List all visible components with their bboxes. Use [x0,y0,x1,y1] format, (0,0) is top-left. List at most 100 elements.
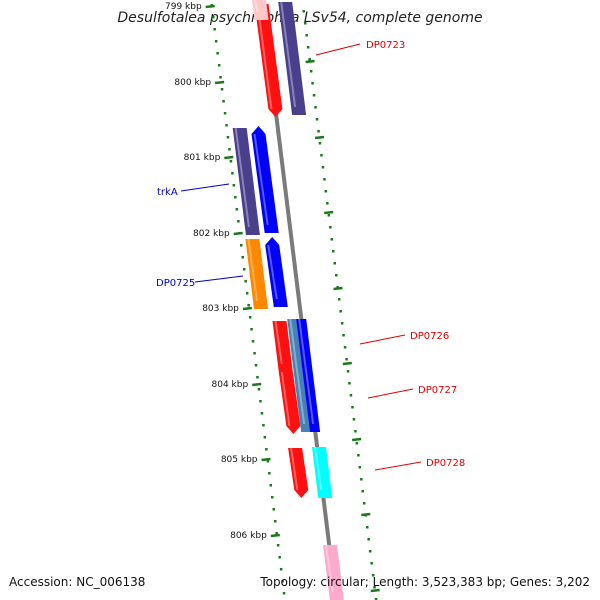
kbp-tick-label: 804 kbp [212,380,249,390]
ruler-dot-left [222,100,225,103]
ruler-dot-left [231,172,234,175]
gene-label-leader [194,275,244,283]
ruler-dot-left [212,16,215,19]
gene-labels: DP0723 trkA DP0725 DP0726 DP0727 DP0728 [156,40,465,471]
ruler-dot-right [361,490,364,493]
ruler-dot-right [355,442,359,445]
ruler-dot-right [337,298,341,301]
ruler-dot-right [373,586,376,589]
kbp-tick-left [261,457,271,462]
kbp-tick-right [333,286,343,291]
ruler-dot-left [216,52,219,55]
ruler-dot-right [335,274,338,277]
gene-label: DP0727 [418,385,457,396]
ruler-dot-right [309,70,313,73]
ruler-dot-right [312,94,316,97]
ruler-dot-left [234,196,237,199]
ruler-dot-right [370,562,373,565]
ruler-dot-left [250,328,253,331]
ruler-dot-left [278,556,281,559]
kbp-tick-label: 806 kbp [230,531,267,541]
ruler-dot-right [332,250,335,253]
ruler-dots [210,4,378,600]
kbp-tick-label: 800 kbp [174,78,211,88]
ruler-dot-right [326,202,329,205]
kbp-tick-right [342,361,352,366]
ruler-dot-right [305,34,308,37]
kbp-tick-right [361,512,371,517]
ruler-dot-right [368,550,372,553]
ruler-dot-left [241,256,244,259]
kbp-tick-label: 802 kbp [193,229,230,239]
ruler-dot-left [245,292,249,295]
ruler-dot-left [247,304,250,307]
page-title: Desulfotalea psychrophila LSv54, complet… [117,10,483,26]
ruler-dot-left [257,388,261,391]
kbp-tick-left [214,80,225,85]
ruler-dot-right [321,166,325,169]
ruler-dot-right [308,58,311,61]
kbp-tick-right [305,59,315,64]
ruler-dot-left [274,520,277,523]
ruler-dot-right [349,394,353,397]
ruler-dot-right [342,334,345,337]
ruler-dot-left [272,508,275,511]
kbp-tick-left [224,155,234,160]
ruler-dot-right [366,526,369,529]
kbp-tick-left [233,231,243,236]
ruler-dot-left [214,40,218,43]
ruler-dot-right [346,370,350,373]
ruler-dot-left [248,316,252,319]
ruler-dot-left [262,424,265,427]
ruler-dot-left [229,160,233,163]
ruler-dot-right [371,574,375,577]
ruler-dot-left [251,340,255,343]
gene-feature-top-navy [278,2,307,115]
gene-label-leader [315,43,361,56]
ruler-dot-right [315,118,319,121]
ruler-dot-left [256,376,259,379]
ruler-ticks: 799 kbp 800 kbp 801 kbp 802 kbp 803 kbp 804 k… [165,2,380,593]
ruler-dot-right [367,538,370,541]
ruler-dot-right [336,286,339,289]
ruler-dot-right [333,262,336,265]
ruler-dot-right [304,22,307,25]
gene-dp0727 [278,372,301,434]
ruler-dot-left [225,124,228,127]
ruler-dot-left [266,460,270,463]
ruler-dot-left [263,436,267,439]
kbp-tick-right [351,437,362,442]
ruler-dot-left [271,496,274,499]
ruler-dot-left [279,568,283,571]
ruler-dot-right [357,454,360,457]
ruler-dot-right [360,478,363,481]
ruler-dot-left [219,76,222,79]
ruler-dot-right [318,142,322,145]
gene-dp0725-orange [245,239,268,309]
gene-label-leader [180,183,230,192]
ruler-dot-right [320,154,323,157]
ruler-dot-right [317,130,320,133]
kbp-tick-label: 803 kbp [202,304,239,314]
gene-label-leader [374,461,422,471]
gene-label-leader [359,334,406,345]
ruler-dot-left [265,448,268,451]
kbp-tick-right [314,135,325,140]
ruler-dot-left [235,208,239,211]
ruler-dot-right [324,190,328,193]
kbp-tick-label: 801 kbp [184,153,221,163]
ruler-dot-left [269,484,272,487]
ruler-dot-left [244,280,247,283]
ruler-dot-left [281,580,284,583]
ruler-dot-right [311,82,314,85]
kbp-tick-left [242,306,253,311]
gene-dp0725 [265,237,288,307]
ruler-dot-left [259,400,262,403]
ruler-dot-right [306,46,310,49]
gene-trka [251,126,279,233]
ruler-dot-right [327,214,331,217]
ruler-dot-left [240,244,243,247]
kbp-tick-label: 799 kbp [165,2,202,12]
ruler-dot-left [226,136,230,139]
gene-dp0728 [288,448,309,498]
